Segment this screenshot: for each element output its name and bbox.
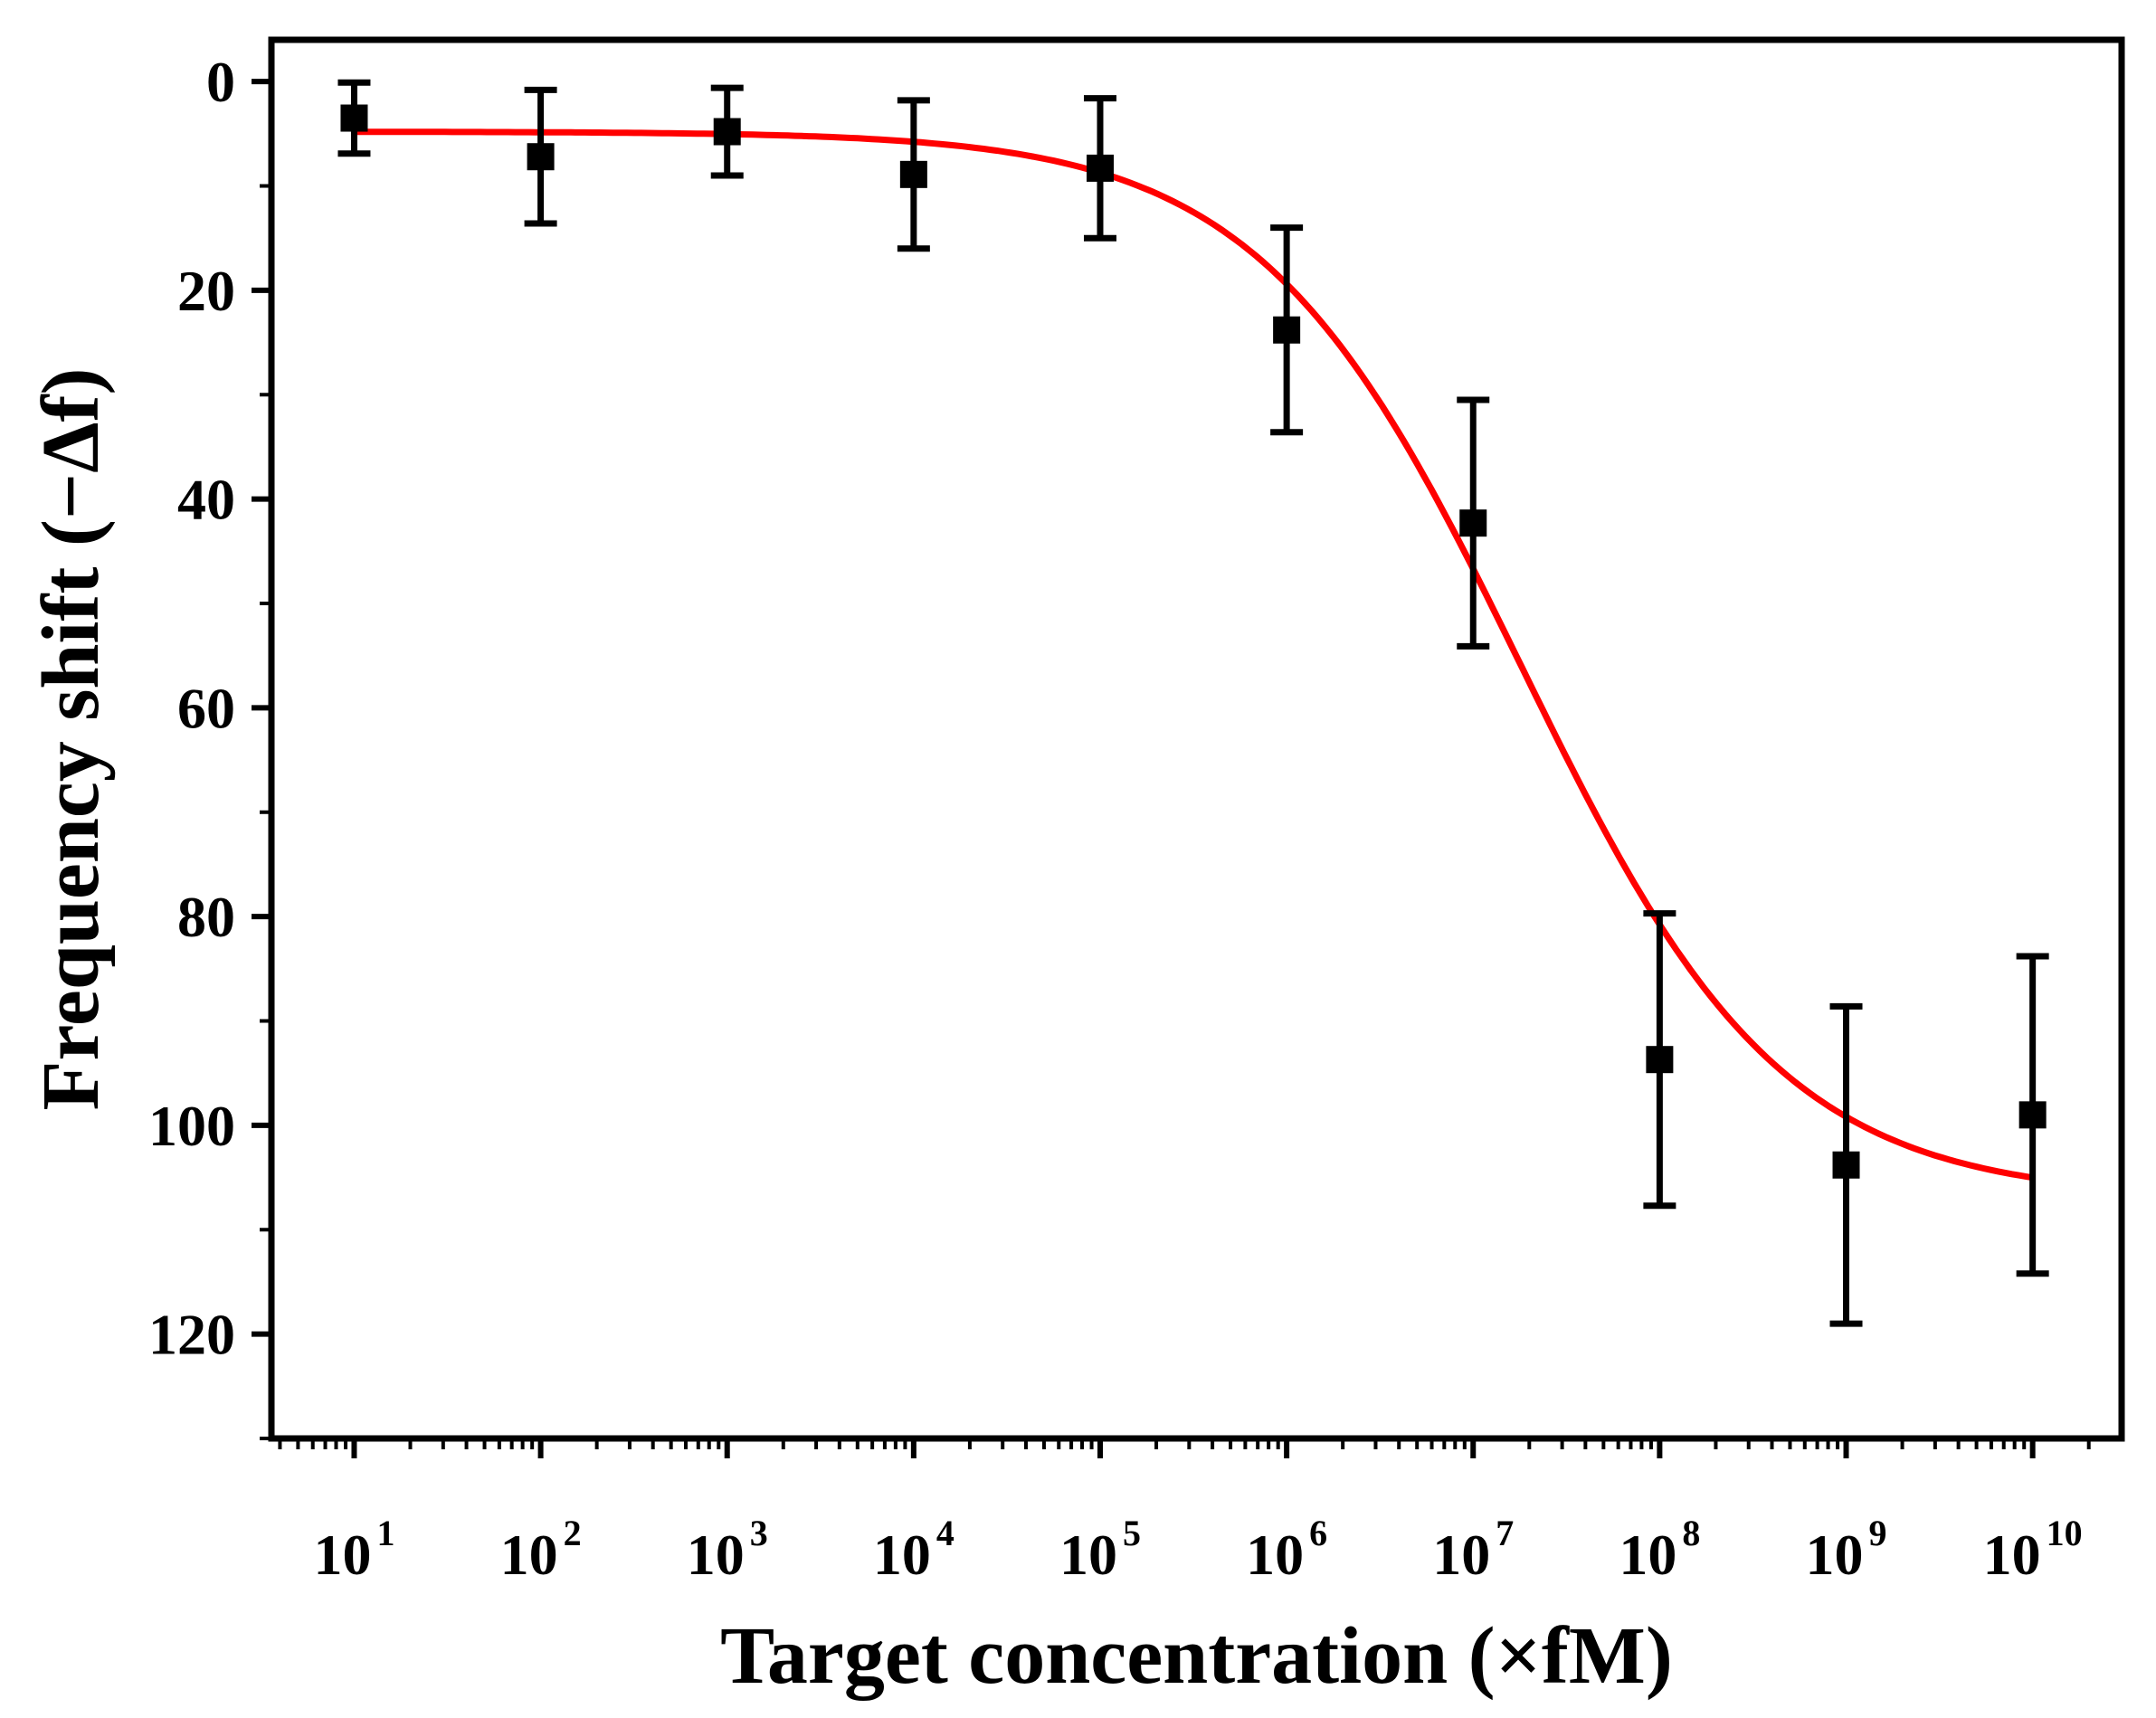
x-tick-base: 10 xyxy=(873,1523,931,1587)
x-tick-base: 10 xyxy=(1983,1523,2041,1587)
x-tick-base: 10 xyxy=(1619,1523,1676,1587)
y-tick-label: 20 xyxy=(177,259,235,323)
x-tick-label: 10 4 xyxy=(873,1513,955,1587)
axis-ticks xyxy=(252,79,2091,1458)
x-tick-exponent: 8 xyxy=(1682,1513,1700,1553)
x-tick-label: 10 3 xyxy=(687,1513,768,1587)
x-tick-base: 10 xyxy=(1246,1523,1304,1587)
x-tick-exponent: 2 xyxy=(564,1513,582,1553)
tick-labels: 10 1 10 2 10 3 10 4 10 5 10 6 10 7 10 8 10 9 10 10020406080… xyxy=(148,50,2083,1587)
y-tick-label: 0 xyxy=(206,50,235,114)
x-tick-base: 10 xyxy=(1059,1523,1117,1587)
data-points-layer xyxy=(337,79,2049,1327)
data-point xyxy=(527,143,555,171)
x-axis-title: Target concentration (×fM) xyxy=(720,1611,1673,1701)
data-point xyxy=(713,118,741,146)
x-tick-exponent: 1 xyxy=(376,1513,394,1553)
fit-curve xyxy=(354,128,2034,1182)
data-point xyxy=(1273,316,1301,344)
x-tick-exponent: 10 xyxy=(2047,1513,2083,1553)
x-tick-base: 10 xyxy=(687,1523,745,1587)
x-tick-exponent: 3 xyxy=(750,1513,768,1553)
y-tick-label: 60 xyxy=(177,676,235,740)
x-tick-exponent: 4 xyxy=(936,1513,955,1553)
x-tick-exponent: 5 xyxy=(1123,1513,1141,1553)
data-point xyxy=(899,160,927,188)
x-tick-label: 10 10 xyxy=(1983,1513,2083,1587)
plot-frame xyxy=(268,36,2125,1442)
x-tick-label: 10 9 xyxy=(1806,1513,1887,1587)
x-tick-label: 10 6 xyxy=(1246,1513,1327,1587)
data-point xyxy=(1646,1046,1674,1074)
x-tick-label: 10 5 xyxy=(1059,1513,1141,1587)
x-tick-label: 10 2 xyxy=(500,1513,582,1587)
data-point xyxy=(2018,1101,2047,1129)
data-point xyxy=(1086,154,1114,182)
data-point xyxy=(1832,1151,1860,1179)
x-tick-exponent: 6 xyxy=(1309,1513,1327,1553)
x-tick-base: 10 xyxy=(1432,1523,1490,1587)
x-tick-label: 10 8 xyxy=(1619,1513,1700,1587)
x-tick-label: 10 7 xyxy=(1432,1513,1514,1587)
data-point xyxy=(1459,509,1487,537)
y-axis-title: Frequency shift (−Δf) xyxy=(26,368,116,1111)
fit-curve-layer xyxy=(354,128,2034,1182)
y-tick-label: 100 xyxy=(148,1094,235,1158)
y-tick-label: 40 xyxy=(177,468,235,532)
x-tick-base: 10 xyxy=(313,1523,371,1587)
x-tick-exponent: 9 xyxy=(1869,1513,1887,1553)
y-tick-label: 80 xyxy=(177,885,235,949)
y-tick-label: 120 xyxy=(148,1303,235,1367)
data-point xyxy=(340,104,368,132)
x-tick-exponent: 7 xyxy=(1496,1513,1514,1553)
x-tick-base: 10 xyxy=(1806,1523,1864,1587)
x-tick-base: 10 xyxy=(500,1523,558,1587)
x-tick-label: 10 1 xyxy=(313,1513,394,1587)
